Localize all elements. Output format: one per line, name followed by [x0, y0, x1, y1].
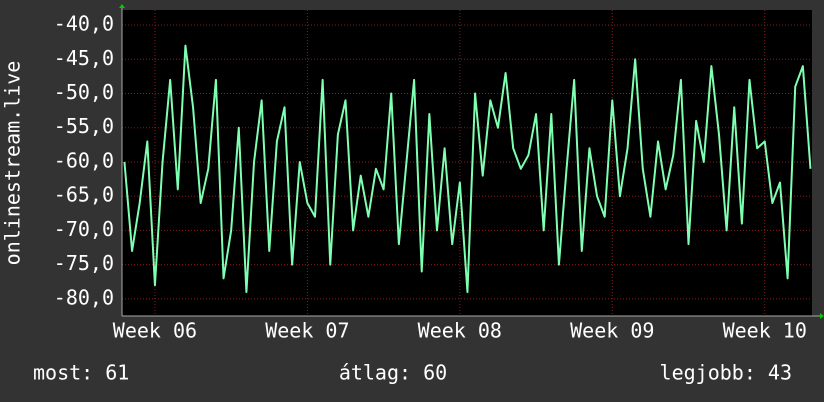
y-tick-label: -80,0: [54, 285, 114, 309]
y-tick-label: -75,0: [54, 251, 114, 275]
x-tick-label: Week 08: [418, 319, 502, 343]
x-tick-label: Week 06: [113, 319, 197, 343]
y-tick-label: -40,0: [54, 12, 114, 36]
axis-arrow: [820, 313, 824, 319]
summary-best: legjobb: 43: [660, 361, 792, 385]
x-tick-label: Week 09: [570, 319, 654, 343]
y-tick-label: -55,0: [54, 114, 114, 138]
x-tick-label: Week 10: [723, 319, 807, 343]
summary-average: átlag: 60: [339, 361, 447, 385]
y-axis-label: onlinestream.live: [1, 61, 25, 266]
y-tick-label: -65,0: [54, 183, 114, 207]
y-tick-label: -45,0: [54, 46, 114, 70]
y-tick-label: -70,0: [54, 217, 114, 241]
data-line: [123, 44, 812, 294]
x-tick-label: Week 07: [265, 319, 349, 343]
axis-arrow: [119, 4, 125, 8]
summary-current: most: 61: [33, 361, 129, 385]
y-tick-label: -50,0: [54, 80, 114, 104]
y-tick-label: -60,0: [54, 148, 114, 172]
